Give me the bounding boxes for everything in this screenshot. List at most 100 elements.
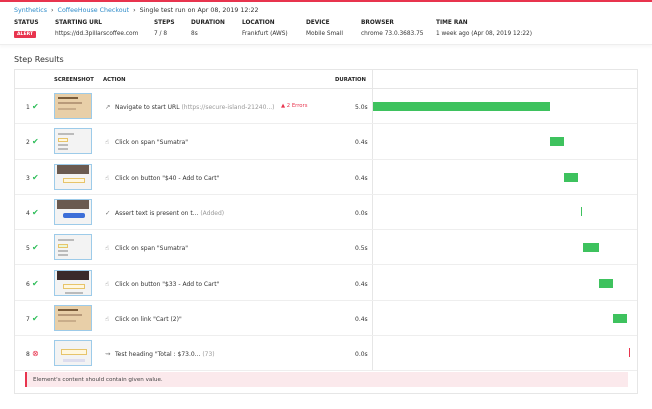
step-action: Navigate to start URL (https://secure-is…: [115, 104, 275, 111]
table-row[interactable]: 2 ✔ ☝ Click on span "Sumatra" 0.4s: [15, 124, 637, 160]
meta-label: DURATION: [191, 20, 225, 26]
pointer-icon: ☝: [105, 138, 109, 147]
step-duration: 0.5s: [355, 245, 368, 253]
meta-label: STATUS: [14, 20, 39, 26]
meta-browser: BROWSER chrome 73.0.3683.75: [361, 20, 423, 37]
test-heading-icon: ⇝: [105, 350, 111, 359]
action-text: Click on button "$33 - Add to Cart": [115, 280, 220, 288]
meta-label: LOCATION: [242, 20, 275, 26]
action-text: Click on button "$40 - Add to Cart": [115, 174, 220, 182]
timeline-bar: [563, 172, 578, 182]
meta-label: STARTING URL: [55, 20, 102, 26]
meta-label: STEPS: [154, 20, 175, 26]
step-screenshot[interactable]: [54, 198, 92, 225]
timeline-bar: [598, 278, 614, 288]
step-number: 8: [26, 351, 30, 359]
check-icon: ✔: [32, 243, 39, 253]
meta-steps: STEPS 7 / 8: [154, 20, 175, 37]
action-detail: (https://secure-island-21240...): [181, 104, 275, 111]
action-text: Navigate to start URL: [115, 104, 180, 111]
timeline-bar: [373, 102, 550, 111]
chevron-right-icon: ›: [133, 7, 136, 14]
step-number: 5: [26, 245, 30, 253]
step-action: Click on span "Sumatra": [115, 139, 188, 146]
table-row[interactable]: 8 ⊗ ⇝ Test heading "Total : $73.0... (73) 0.…: [15, 336, 637, 372]
breadcrumb-synthetics[interactable]: Synthetics: [14, 7, 48, 14]
table-row[interactable]: 6 ✔ ☝ Click on button "$33 - Add to Cart" 0…: [15, 266, 637, 301]
action-text: Click on span "Sumatra": [115, 139, 189, 147]
table-row[interactable]: 3 ✔ ☝ Click on button "$40 - Add to Cart" 0…: [15, 160, 637, 195]
check-icon: ✔: [32, 313, 39, 323]
step-action: Test heading "Total : $73.0... (73): [115, 351, 215, 358]
external-link-icon: ↗: [105, 103, 111, 111]
step-duration: 0.4s: [355, 139, 368, 147]
meta-status: STATUS ALERT: [14, 20, 39, 38]
meta-device: DEVICE Mobile Small: [306, 20, 343, 37]
pointer-icon: ☝: [105, 314, 109, 323]
meta-label: TIME RAN: [436, 20, 468, 26]
step-screenshot[interactable]: [54, 128, 92, 155]
step-number: 6: [26, 280, 30, 288]
step-screenshot[interactable]: [54, 340, 92, 367]
meta-value: 8s: [191, 31, 198, 37]
step-duration: 5.0s: [355, 104, 368, 111]
action-text: Click on link "Cart (2)": [115, 315, 182, 323]
meta-label: BROWSER: [361, 20, 394, 26]
action-detail: (73): [202, 351, 215, 359]
error-message: Element's content should contain given v…: [25, 372, 628, 387]
meta-value: chrome 73.0.3683.75: [361, 31, 424, 37]
table-row[interactable]: 7 ✔ ☝ Click on link "Cart (2)" 0.4s: [15, 301, 637, 337]
pointer-icon: ☝: [105, 279, 109, 288]
meta-value: https://dd.3pillarscoffee.com: [55, 31, 139, 37]
step-screenshot[interactable]: [54, 93, 92, 119]
action-text: Click on span "Sumatra": [115, 245, 189, 253]
step-screenshot[interactable]: [54, 163, 92, 190]
check-icon: ✔: [32, 278, 39, 288]
step-results-table: SCREENSHOT ACTION DURATION 1 ✔ ↗ Navigate t…: [14, 69, 638, 394]
meta-value: 7 / 8: [154, 31, 168, 37]
step-number: 3: [26, 174, 30, 182]
step-screenshot[interactable]: [54, 269, 92, 296]
step-number: 4: [26, 209, 30, 217]
step-action: Click on button "$33 - Add to Cart": [115, 281, 219, 288]
step-number: 2: [26, 139, 30, 147]
table-row[interactable]: 4 ✔ ✓ Assert text is present on t... (Added…: [15, 195, 637, 231]
section-title: Step Results: [14, 55, 64, 64]
meta-duration: DURATION 8s: [191, 20, 225, 37]
chevron-right-icon: ›: [51, 7, 54, 14]
timeline-divider: [372, 70, 373, 371]
errors-count: 2 Errors: [286, 103, 308, 109]
table-row[interactable]: 5 ✔ ☝ Click on span "Sumatra" 0.5s: [15, 230, 637, 266]
step-duration: 0.0s: [355, 209, 368, 217]
timeline-bar: [583, 243, 599, 253]
table-row[interactable]: 1 ✔ ↗ Navigate to start URL (https://secure…: [15, 89, 637, 125]
timeline-marker: [628, 348, 630, 358]
step-action: Click on link "Cart (2)": [115, 316, 182, 323]
check-icon: ✔: [32, 102, 39, 111]
step-screenshot[interactable]: [54, 234, 92, 261]
step-duration: 0.4s: [355, 174, 368, 182]
action-text: Assert text is present on t...: [115, 209, 199, 217]
step-screenshot[interactable]: [54, 304, 92, 331]
timeline-bar: [613, 313, 628, 323]
errors-link[interactable]: ▲ 2 Errors: [281, 103, 308, 109]
meta-value: Mobile Small: [306, 31, 343, 37]
timeline-bar: [549, 137, 564, 147]
timeline-marker: [581, 206, 583, 216]
test-run-header: Synthetics › CoffeeHouse Checkout › Single t…: [0, 2, 652, 45]
check-icon: ✔: [32, 172, 39, 182]
meta-value: Frankfurt (AWS): [242, 31, 288, 37]
meta-location: LOCATION Frankfurt (AWS): [242, 20, 288, 37]
step-number: 1: [26, 104, 30, 111]
meta-label: DEVICE: [306, 20, 330, 26]
step-number: 7: [26, 315, 30, 323]
step-action: Assert text is present on t... (Added): [115, 210, 224, 217]
breadcrumb-test[interactable]: CoffeeHouse Checkout: [57, 7, 130, 14]
meta-time-ran: TIME RAN 1 week ago (Apr 08, 2019 12:22): [436, 20, 532, 37]
col-duration: DURATION: [335, 77, 366, 83]
top-accent-bar: [0, 0, 652, 2]
meta-starting-url: STARTING URL https://dd.3pillarscoffee.co…: [55, 20, 138, 37]
col-action: ACTION: [103, 77, 126, 83]
meta-value: 1 week ago (Apr 08, 2019 12:22): [436, 31, 532, 37]
breadcrumb: Synthetics › CoffeeHouse Checkout › Single t…: [14, 7, 259, 14]
